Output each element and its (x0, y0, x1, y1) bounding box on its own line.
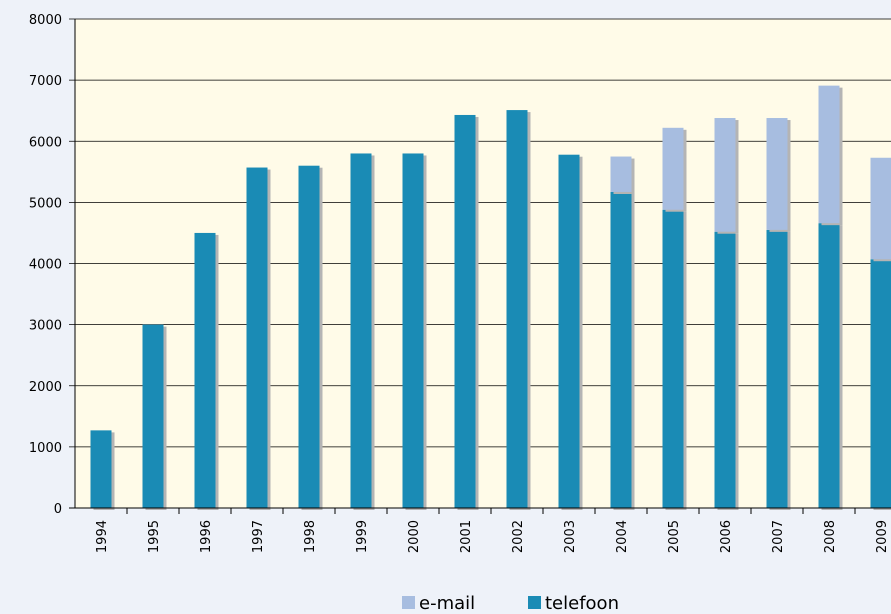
bar (662, 209, 684, 508)
bar (818, 85, 840, 224)
bar (714, 231, 736, 508)
x-tick-label: 1995 (147, 520, 162, 553)
bar (402, 153, 424, 508)
legend-label: telefoon (545, 593, 619, 614)
bar (454, 114, 476, 508)
x-tick-label: 1998 (303, 520, 318, 553)
x-tick-label: 1997 (251, 520, 266, 553)
y-tick-label: 4000 (29, 258, 62, 273)
x-tick-label: 1999 (355, 520, 370, 553)
bar (558, 154, 580, 508)
bar (818, 223, 840, 508)
bar (194, 232, 216, 508)
x-tick-label: 2009 (875, 520, 890, 553)
bar (246, 167, 268, 508)
x-tick-label: 1994 (95, 520, 110, 553)
legend-swatch (528, 596, 541, 609)
y-tick-label: 8000 (29, 13, 62, 28)
x-tick-label: 2001 (459, 520, 474, 553)
y-tick-label: 3000 (29, 319, 62, 334)
bar (870, 259, 891, 508)
legend-swatch (402, 596, 415, 609)
bar (90, 430, 112, 508)
x-tick-label: 2008 (823, 520, 838, 553)
x-tick-label: 2007 (771, 520, 786, 553)
bar (350, 153, 372, 508)
y-tick-label: 1000 (29, 441, 62, 456)
x-tick-label: 2004 (615, 520, 630, 553)
x-tick-label: 2002 (511, 520, 526, 553)
bar (610, 191, 632, 508)
x-tick-label: 2006 (719, 520, 734, 553)
bar (662, 127, 684, 210)
y-tick-label: 2000 (29, 380, 62, 395)
bar (766, 118, 788, 230)
x-tick-label: 1996 (199, 520, 214, 553)
bar (298, 165, 320, 508)
bar (714, 118, 736, 232)
y-tick-label: 6000 (29, 135, 62, 150)
x-tick-label: 2005 (667, 520, 682, 553)
bar (506, 110, 528, 509)
bar (610, 156, 632, 192)
y-tick-label: 0 (54, 502, 62, 517)
bar (142, 324, 164, 508)
y-tick-label: 7000 (29, 74, 62, 89)
y-tick-label: 5000 (29, 196, 62, 211)
x-tick-label: 2000 (407, 520, 422, 553)
legend-label: e-mail (419, 593, 475, 614)
x-tick-label: 2003 (563, 520, 578, 553)
bar (870, 157, 891, 260)
bar (766, 229, 788, 508)
